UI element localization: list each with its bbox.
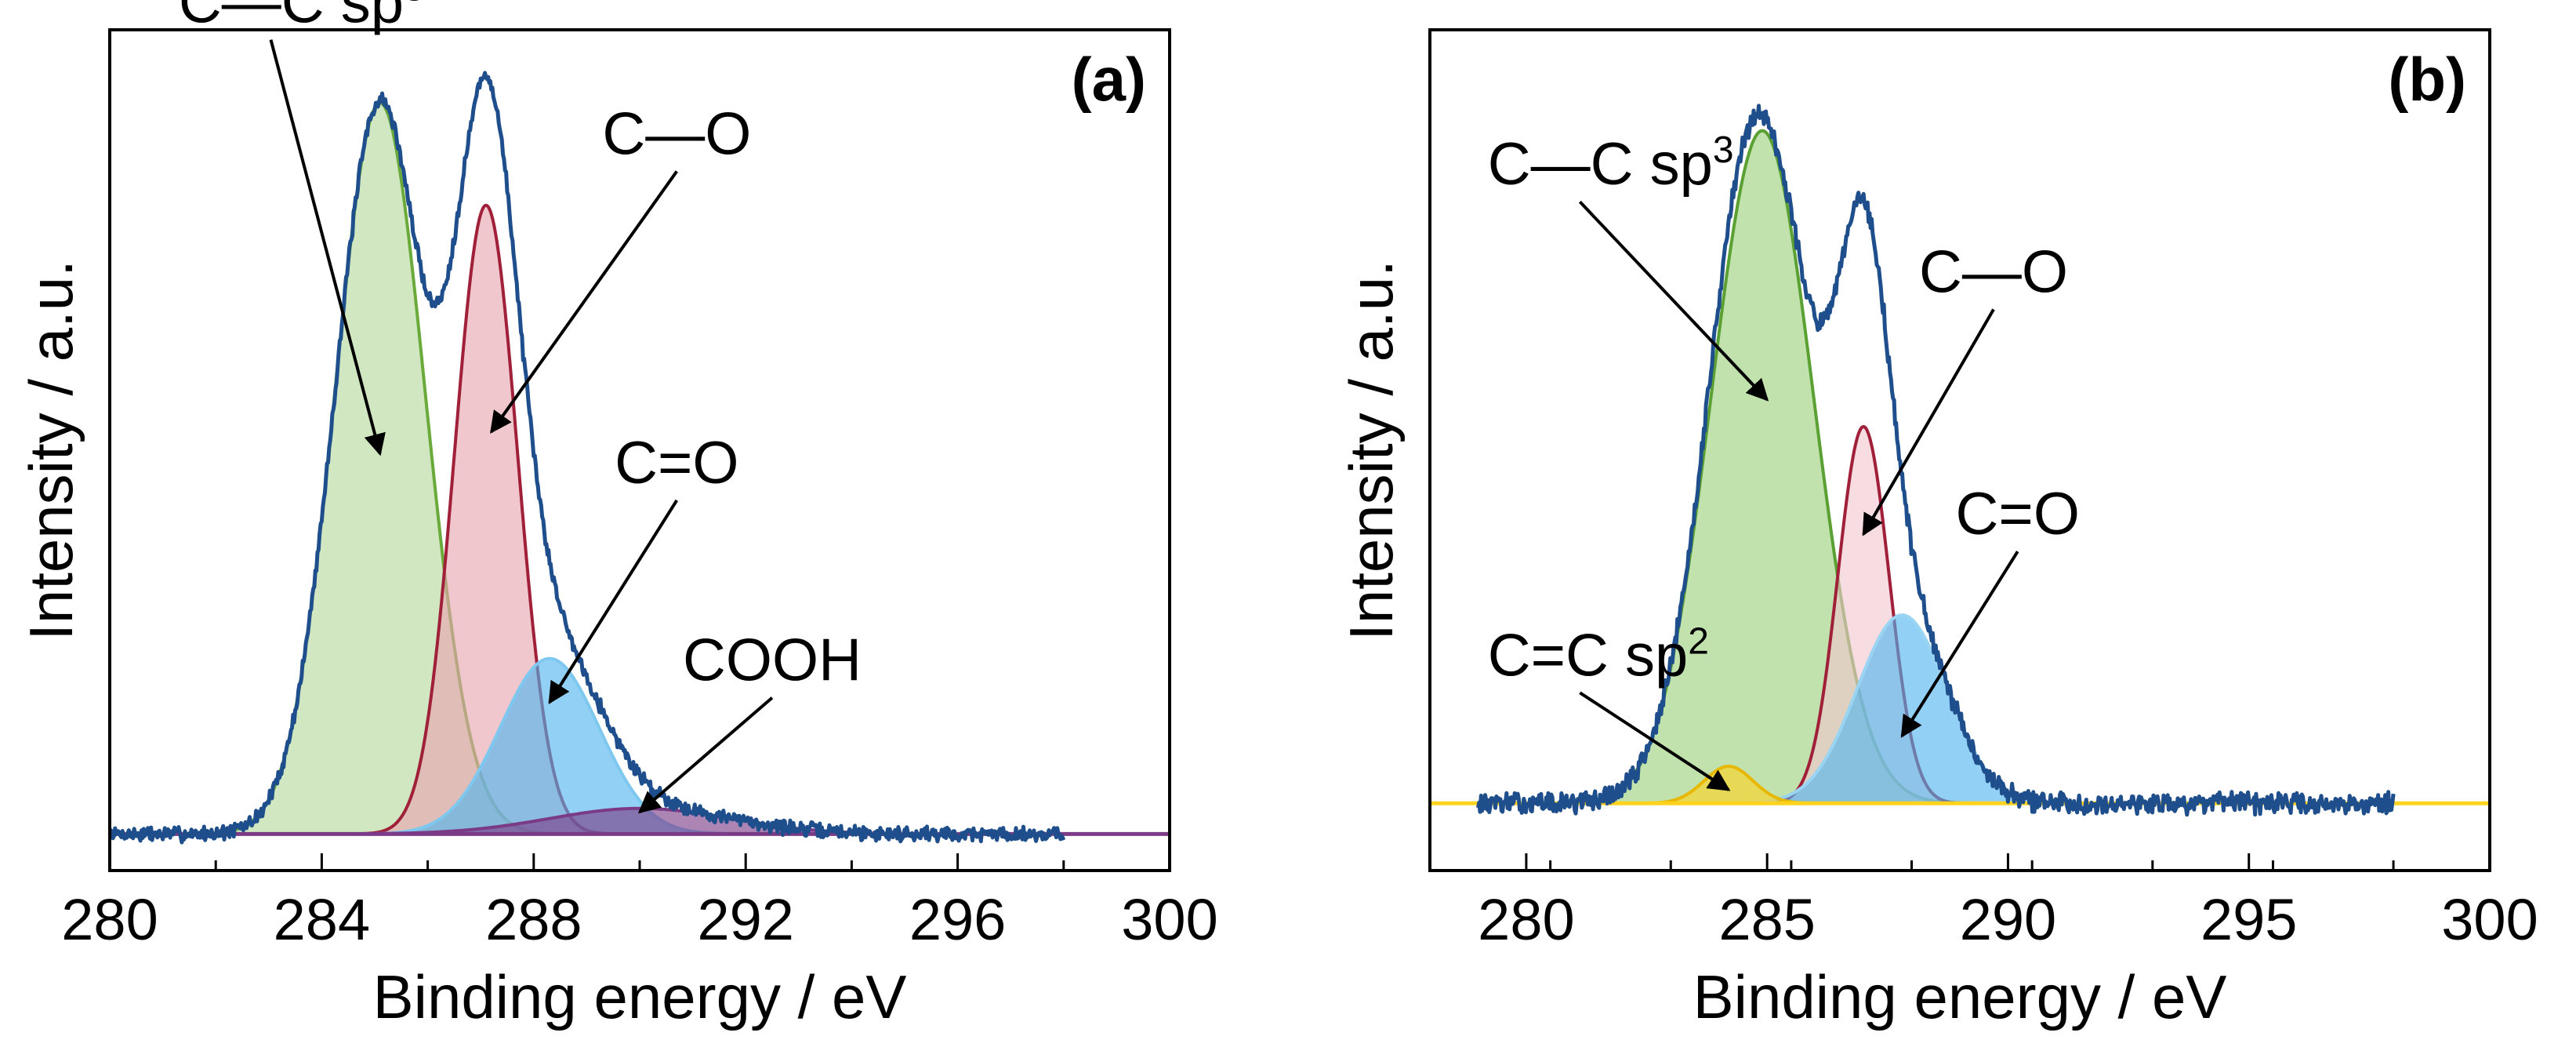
annotation-label: COOH xyxy=(683,627,862,694)
x-tick-label: 296 xyxy=(909,887,1006,952)
x-tick-label: 300 xyxy=(1121,887,1217,952)
annotation-label: C—O xyxy=(1919,238,2068,305)
x-tick-label: 280 xyxy=(61,887,158,952)
x-tick-label: 284 xyxy=(274,887,370,952)
annotation-text: C=O xyxy=(1956,481,2080,547)
annotation-text: COOH xyxy=(683,627,862,694)
annotation-arrow xyxy=(548,499,679,704)
annotation-superscript: 2 xyxy=(1688,620,1709,662)
annotation-arrow xyxy=(1579,691,1731,791)
x-tick-label: 285 xyxy=(1718,887,1815,952)
annotation-label: C—C sp3 xyxy=(1488,129,1734,198)
annotation-label: C=O xyxy=(615,430,738,496)
annotation-arrow xyxy=(1900,551,2019,738)
annotation-arrow xyxy=(637,696,774,814)
x-tick-label: 295 xyxy=(2200,887,2297,952)
annotation-superscript: 3 xyxy=(404,0,425,9)
annotation-label: C—O xyxy=(602,100,751,167)
x-tick-label: 280 xyxy=(1478,887,1574,952)
annotation-text: C—C sp xyxy=(179,0,404,36)
annotation-superscript: 3 xyxy=(1713,129,1734,171)
annotation-label: C=O xyxy=(1956,481,2080,547)
x-tick-label: 290 xyxy=(1960,887,2056,952)
y-axis-title: Intensity / a.u. xyxy=(1337,260,1406,641)
y-axis-title: Intensity / a.u. xyxy=(16,260,85,641)
annotation-arrow xyxy=(1862,308,1995,536)
annotation-arrow xyxy=(269,39,386,456)
x-tick-label: 288 xyxy=(485,887,582,952)
annotation-text: C—C sp xyxy=(1488,131,1713,198)
annotation-arrow xyxy=(490,170,678,434)
x-axis-title: Binding energy / eV xyxy=(1693,962,2227,1031)
annotation-arrow xyxy=(1578,200,1769,402)
plot-frame xyxy=(1428,28,2491,872)
envelope-line xyxy=(1476,104,2396,817)
annotation-label: C—C sp3 xyxy=(179,0,425,36)
envelope-line xyxy=(110,71,1066,845)
annotation-text: C=C sp xyxy=(1488,622,1689,689)
x-tick-label: 292 xyxy=(697,887,793,952)
x-axis-title: Binding energy / eV xyxy=(373,962,907,1031)
x-tick-label: 300 xyxy=(2441,887,2538,952)
panel-label: (a) xyxy=(1072,45,1146,114)
annotation-text: C—O xyxy=(602,100,751,167)
annotation-text: C—O xyxy=(1919,238,2068,305)
annotation-label: C=C sp2 xyxy=(1488,620,1709,689)
panel-label: (b) xyxy=(2388,45,2466,114)
annotation-text: C=O xyxy=(615,430,738,496)
